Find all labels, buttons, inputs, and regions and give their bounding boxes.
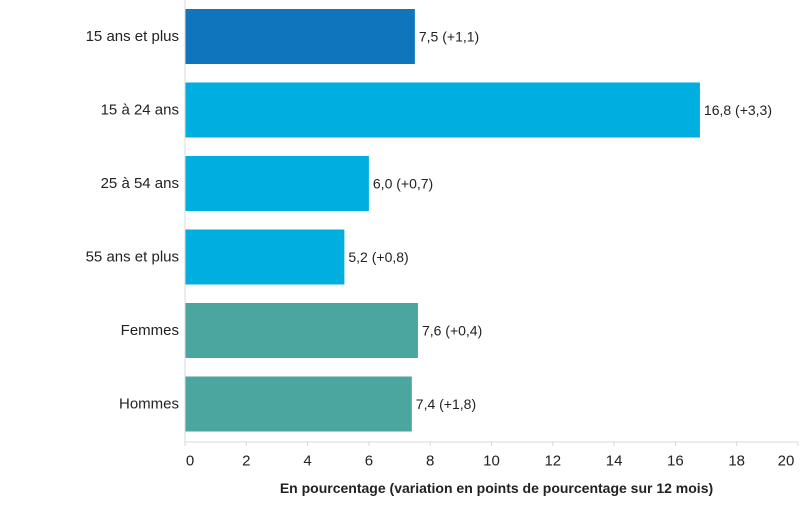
bar bbox=[185, 82, 700, 138]
data-label: 7,5 (+1,1) bbox=[419, 29, 479, 45]
x-tick-label: 8 bbox=[426, 453, 434, 470]
category-label: 15 ans et plus bbox=[86, 28, 179, 45]
bar bbox=[185, 376, 412, 432]
category-label: Femmes bbox=[121, 322, 179, 339]
x-tick-label: 18 bbox=[728, 453, 745, 470]
data-label: 7,4 (+1,8) bbox=[416, 396, 476, 412]
category-label: 25 à 54 ans bbox=[101, 175, 179, 192]
bars-layer bbox=[185, 9, 700, 432]
data-label: 7,6 (+0,4) bbox=[422, 323, 482, 339]
x-tick-label: 0 bbox=[186, 453, 194, 470]
x-tick-label: 12 bbox=[544, 453, 561, 470]
data-labels-layer: 7,5 (+1,1) 16,8 (+3,3) 6,0 (+0,7) 5,2 (+0,8… bbox=[348, 29, 772, 413]
category-labels-layer: 15 ans et plus 15 à 24 ans 25 à 54 ans 55 a… bbox=[86, 28, 179, 413]
bar bbox=[185, 303, 418, 358]
category-label: 55 ans et plus bbox=[86, 249, 179, 266]
data-label: 16,8 (+3,3) bbox=[704, 102, 772, 118]
data-label: 5,2 (+0,8) bbox=[348, 249, 408, 265]
category-label: Hommes bbox=[119, 396, 179, 413]
x-tick-label: 16 bbox=[667, 453, 684, 470]
x-tick-label: 6 bbox=[365, 453, 373, 470]
bar bbox=[185, 9, 415, 64]
bar bbox=[185, 229, 345, 285]
x-axis-title: En pourcentage (variation en points de p… bbox=[280, 480, 713, 496]
x-axis-ticks-layer: 0 2 4 6 8 10 12 14 16 18 20 bbox=[184, 0, 799, 470]
x-tick-label: 4 bbox=[303, 453, 311, 470]
x-tick-label: 20 bbox=[778, 453, 795, 470]
x-tick-label: 10 bbox=[483, 453, 500, 470]
x-tick-label: 2 bbox=[242, 453, 250, 470]
bar bbox=[185, 156, 369, 211]
x-tick-label: 14 bbox=[606, 453, 623, 470]
category-label: 15 à 24 ans bbox=[101, 102, 179, 119]
data-label: 6,0 (+0,7) bbox=[373, 176, 433, 192]
